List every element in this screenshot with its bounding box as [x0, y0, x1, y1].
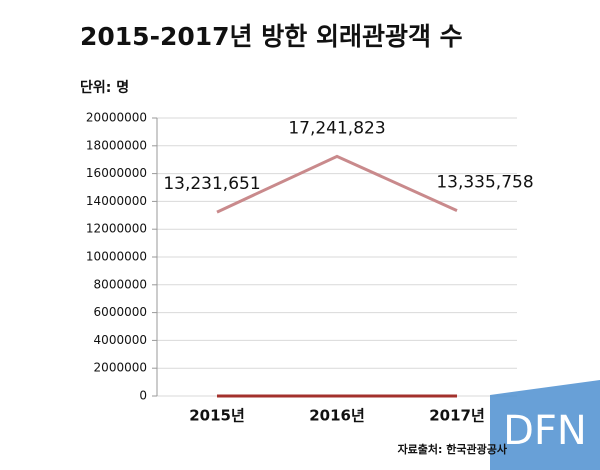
- chart-title: 2015-2017년 방한 외래관광객 수: [80, 22, 463, 51]
- y-tick-label: 14000000: [86, 194, 147, 208]
- y-tick-label: 18000000: [86, 138, 147, 152]
- y-tick-label: 8000000: [94, 277, 147, 291]
- watermark: DFN: [503, 408, 587, 454]
- y-tick-label: 0: [139, 389, 147, 403]
- data-label: 13,335,758: [436, 173, 533, 193]
- x-tick-label: 2016년: [309, 407, 365, 425]
- y-tick-label: 20000000: [86, 111, 147, 125]
- data-label: 13,231,651: [163, 174, 260, 194]
- watermark-logo: DFN: [490, 380, 600, 470]
- y-tick-label: 12000000: [86, 222, 147, 236]
- source-note: 자료출처: 한국관광공사: [398, 442, 508, 456]
- x-tick-label: 2015년: [189, 407, 245, 425]
- y-tick-label: 10000000: [86, 250, 147, 264]
- y-tick-label: 2000000: [94, 361, 147, 375]
- unit-label: 단위: 명: [80, 79, 129, 96]
- logo-shape: [490, 380, 600, 470]
- y-tick-label: 16000000: [86, 166, 147, 180]
- y-tick-label: 6000000: [94, 305, 147, 319]
- y-tick-label: 4000000: [94, 333, 147, 347]
- data-label: 17,241,823: [288, 118, 385, 138]
- series-line: [216, 154, 458, 214]
- x-tick-label: 2017년: [429, 407, 485, 425]
